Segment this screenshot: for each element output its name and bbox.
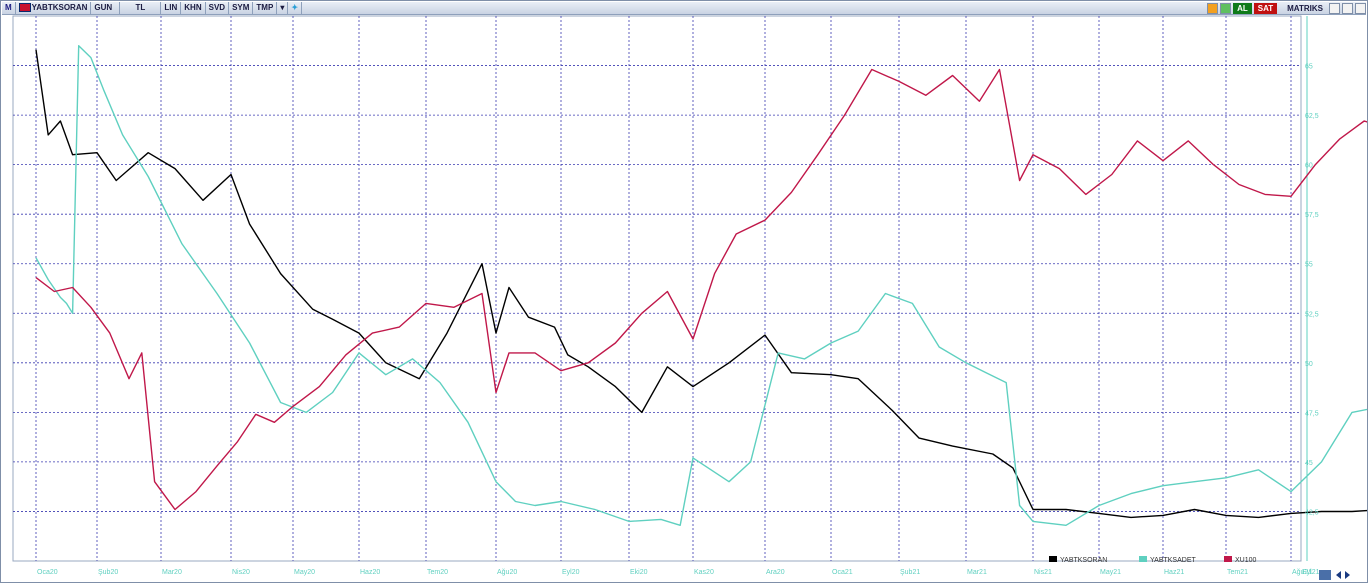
zoom-icon[interactable] <box>1319 570 1331 580</box>
pencil-icon[interactable] <box>1207 2 1219 14</box>
y-tick-label: 45 <box>1305 460 1313 467</box>
tmp-button[interactable]: TMP <box>253 2 278 14</box>
close-icon[interactable] <box>1355 2 1366 14</box>
x-tick-label: Eyl21 <box>1302 569 1320 576</box>
x-tick-label: Nis21 <box>1034 569 1052 576</box>
x-tick-label: Ara20 <box>766 569 785 576</box>
x-tick-label: Mar20 <box>162 569 182 576</box>
x-tick-label: Eyl20 <box>562 569 580 576</box>
x-tick-label: Mar21 <box>967 569 987 576</box>
symbol-label: YABTKSORAN <box>31 3 88 12</box>
y-tick-label: 42,5 <box>1305 509 1319 516</box>
y-tick-label: 65 <box>1305 64 1313 71</box>
legend-swatch <box>1224 556 1232 562</box>
sell-button[interactable]: SAT <box>1253 2 1278 14</box>
x-tick-label: Ağu20 <box>497 569 517 576</box>
legend-swatch <box>1139 556 1147 562</box>
buy-button[interactable]: AL <box>1233 2 1252 14</box>
y-tick-label: 55 <box>1305 262 1313 269</box>
x-tick-label: Tem20 <box>427 569 448 576</box>
legend-swatch <box>1049 556 1057 562</box>
y-tick-label: 62,5 <box>1305 113 1319 120</box>
y-tick-label: 57,5 <box>1305 212 1319 219</box>
x-tick-label: May20 <box>294 569 315 576</box>
twitter-icon[interactable]: ✦ <box>288 2 303 14</box>
x-tick-label: Oca20 <box>37 569 58 576</box>
x-tick-label: Tem21 <box>1227 569 1248 576</box>
x-tick-label: Şub21 <box>900 569 920 576</box>
series-line-xu100 <box>35 68 1367 511</box>
legend: YABTKSORAN YABTKSADET XU100 <box>1049 556 1257 564</box>
scroll-left-icon[interactable] <box>1336 571 1341 579</box>
x-axis-labels: Oca20 Şub20 Mar20 Nis20 May20 Haz20 Tem20 Ağu20… <box>37 569 1320 576</box>
x-tick-label: Eki20 <box>630 569 648 576</box>
sym-button[interactable]: SYM <box>229 2 254 14</box>
svd-button[interactable]: SVD <box>206 2 230 14</box>
dropdown-arrow-icon[interactable]: ▾ <box>277 2 289 14</box>
nav-controls[interactable] <box>1319 570 1350 580</box>
scroll-right-icon[interactable] <box>1345 571 1350 579</box>
khn-button[interactable]: KHN <box>181 2 206 14</box>
x-tick-label: Kas20 <box>694 569 714 576</box>
matriks-label: MATRIKS <box>1287 3 1323 13</box>
grid <box>12 15 1308 562</box>
y-tick-label: 47,5 <box>1305 410 1319 417</box>
x-tick-label: Haz21 <box>1164 569 1184 576</box>
symbol-selector[interactable]: YABTKSORAN <box>16 2 92 14</box>
flag-icon <box>18 3 31 13</box>
maximize-icon[interactable] <box>1342 2 1353 14</box>
series-line-yabtksoran <box>35 49 1367 519</box>
legend-label: YABTKSADET <box>1150 557 1196 564</box>
refresh-icon[interactable] <box>1220 2 1232 14</box>
x-tick-label: Ağu21 <box>1292 569 1312 576</box>
y-tick-label: 60 <box>1305 163 1313 170</box>
y-tick-label: 50 <box>1305 361 1313 368</box>
currency-selector[interactable]: TL <box>120 2 162 14</box>
series-line-yabtksadet <box>35 45 1367 526</box>
toolbar: M YABTKSORAN GUN TL LIN KHN SVD SYM TMP … <box>2 2 1366 15</box>
x-tick-label: Şub20 <box>98 569 118 576</box>
x-tick-label: Haz20 <box>360 569 380 576</box>
minimize-icon[interactable] <box>1329 2 1340 14</box>
y-axis-labels: 65 62,5 60 57,5 55 52,5 50 47,5 45 42,5 <box>1305 64 1319 517</box>
y-tick-label: 52,5 <box>1305 311 1319 318</box>
legend-label: XU100 <box>1235 557 1257 564</box>
series-lines <box>35 45 1367 526</box>
period-selector[interactable]: GUN <box>91 2 121 14</box>
legend-label: YABTKSORAN <box>1060 557 1107 564</box>
x-tick-label: Oca21 <box>832 569 853 576</box>
lin-button[interactable]: LIN <box>161 2 182 14</box>
plot-border <box>12 15 1302 562</box>
x-tick-label: May21 <box>1100 569 1121 576</box>
matriks-logo: M <box>2 2 16 14</box>
x-tick-label: Nis20 <box>232 569 250 576</box>
